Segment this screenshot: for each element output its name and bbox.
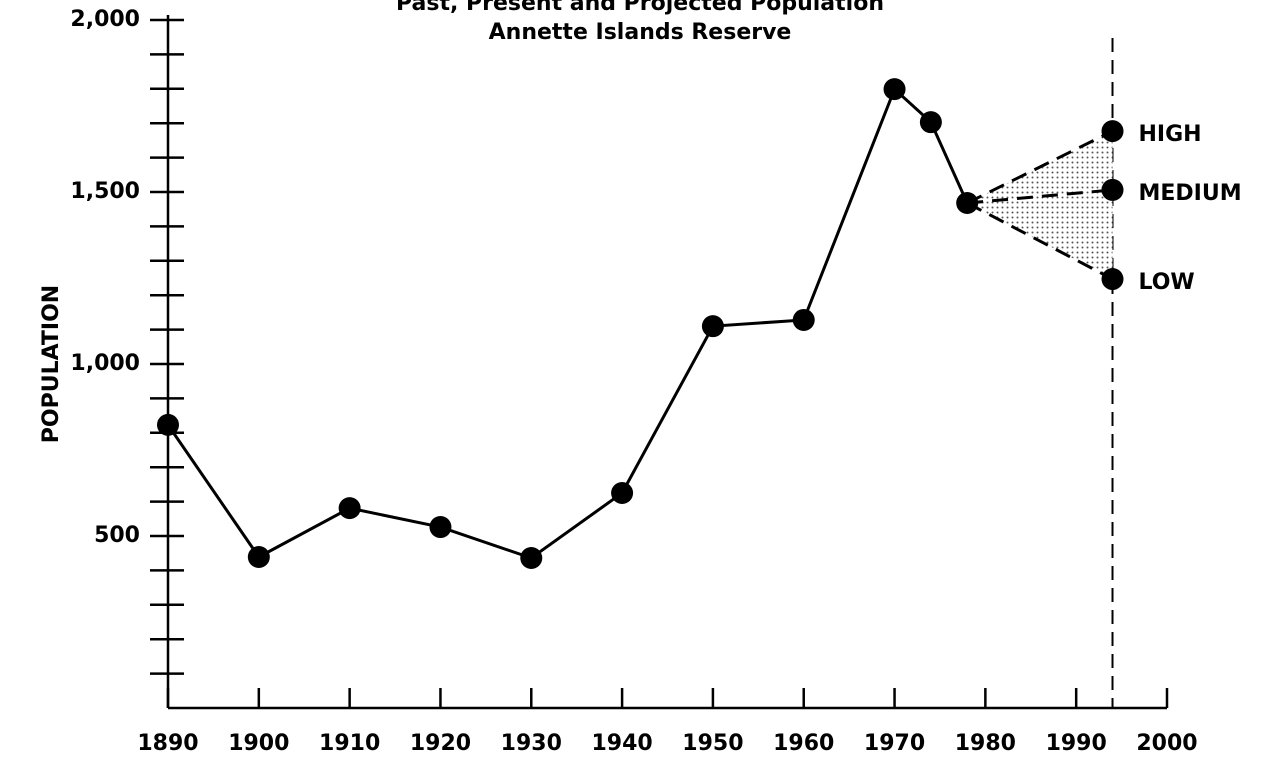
projection-range [967, 131, 1113, 280]
projection-label: HIGH [1139, 122, 1202, 147]
point [883, 78, 906, 101]
projection-point [1101, 120, 1124, 143]
point [338, 497, 361, 520]
point [956, 192, 979, 215]
y-tick-label: 1,000 [70, 351, 140, 376]
x-tick-label: 1890 [137, 731, 198, 756]
point [520, 547, 543, 570]
x-tick-label: 1980 [955, 731, 1016, 756]
x-tick-label: 1940 [591, 731, 652, 756]
x-tick-label: 1920 [410, 731, 471, 756]
point [792, 308, 815, 331]
x-tick-label: 2000 [1136, 731, 1197, 756]
y-tick-label: 1,500 [70, 179, 140, 204]
point [701, 315, 724, 338]
point [611, 482, 634, 504]
x-tick-label: 1900 [228, 731, 289, 756]
projection-label: LOW [1139, 270, 1195, 295]
point [157, 413, 179, 436]
projection-label: MEDIUM [1139, 181, 1242, 206]
y-tick-label: 2,000 [70, 7, 140, 32]
line [166, 86, 969, 560]
x-tick-label: 1950 [682, 731, 743, 756]
point [247, 545, 270, 568]
chart-subtitle: Annette Islands Reserve [489, 20, 792, 45]
projection-point [1101, 268, 1124, 291]
projection-line [966, 129, 1114, 205]
x-tick-label: 1910 [319, 731, 380, 756]
projection-line [966, 201, 1114, 281]
projection-point [1101, 178, 1124, 201]
point [919, 111, 942, 134]
x-tick-label: 1960 [773, 731, 834, 756]
chart-title: Past, Present and Projected Population [396, 0, 884, 16]
x-tick-label: 1970 [864, 731, 925, 756]
x-tick-label: 1990 [1046, 731, 1107, 756]
y-axis-label: POPULATION [39, 285, 64, 443]
point [429, 516, 452, 539]
x-tick-label: 1930 [501, 731, 562, 756]
y-tick-label: 500 [94, 523, 140, 548]
